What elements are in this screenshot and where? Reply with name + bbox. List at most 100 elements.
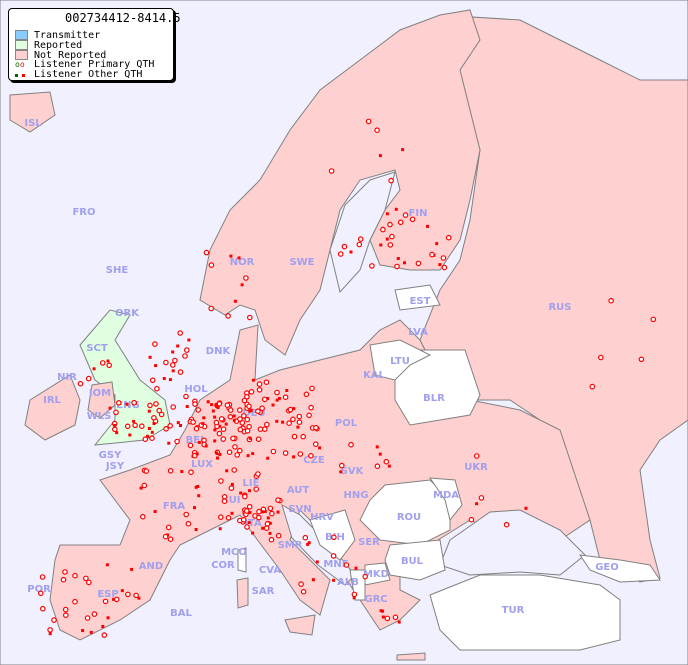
listener-primary-marker	[174, 438, 180, 445]
listener-primary-marker	[255, 514, 262, 521]
sardinia-shape	[236, 577, 249, 609]
listener-other-marker	[268, 531, 272, 535]
listener-primary-marker	[183, 393, 189, 400]
listener-other-marker	[197, 440, 201, 444]
listener-primary-marker	[85, 375, 92, 382]
listener-primary-marker	[383, 458, 390, 465]
country-label-deu: DEU	[242, 408, 265, 419]
listener-primary-marker	[158, 411, 165, 418]
country-label-nor: NOR	[230, 257, 255, 268]
listener-primary-marker	[193, 425, 200, 432]
listener-other-marker	[171, 369, 175, 373]
listener-primary-marker	[39, 574, 46, 580]
listener-primary-marker	[86, 579, 92, 586]
listener-other-marker	[105, 563, 109, 567]
listener-primary-marker	[257, 426, 264, 433]
legend-not-reported: Not Reported	[15, 50, 106, 61]
listener-primary-marker	[237, 447, 243, 454]
listener-primary-marker	[247, 314, 253, 321]
listener-primary-marker	[298, 581, 304, 587]
listener-other-marker	[196, 485, 200, 488]
listener-other-marker	[271, 403, 275, 407]
listener-primary-marker	[151, 414, 157, 421]
country-label-cor: COR	[211, 560, 235, 571]
listener-primary-marker	[203, 249, 210, 256]
listener-other-marker	[230, 511, 234, 515]
country-label-swe: SWE	[289, 257, 314, 268]
listener-other-marker	[193, 506, 196, 510]
country-label-hrv: HRV	[310, 512, 334, 523]
listener-primary-marker	[227, 413, 234, 420]
listener-primary-marker	[167, 536, 174, 543]
country-label-alb: ALB	[337, 577, 359, 588]
listener-primary-marker	[172, 357, 178, 364]
listener-primary-marker	[445, 234, 452, 241]
listener-other-marker	[387, 464, 391, 468]
listener-primary-marker	[185, 520, 192, 527]
country-label-sct: SCT	[86, 343, 108, 354]
listener-primary-marker	[256, 381, 263, 387]
country-label-bel: BEL	[186, 435, 207, 446]
listener-primary-marker	[237, 426, 244, 433]
transmitter-swatch	[15, 30, 28, 40]
country-label-est: EST	[410, 296, 431, 307]
listener-primary-marker	[296, 413, 303, 420]
listener-primary-marker	[102, 598, 109, 605]
listener-primary-marker	[153, 401, 159, 407]
listener-primary-marker	[473, 453, 480, 459]
country-label-mco: MCO	[221, 547, 247, 558]
listener-primary-marker	[221, 493, 228, 500]
listener-primary-marker	[287, 406, 294, 413]
listener-primary-marker	[243, 275, 249, 281]
listener-primary-marker	[244, 428, 251, 434]
country-label-smr: SMR	[278, 540, 303, 551]
listener-other-marker	[354, 566, 358, 570]
listener-primary-marker	[341, 243, 348, 250]
listener-other-marker	[168, 378, 172, 382]
country-labels: ISL FRO SHE ORK NOR SWE FIN RUS EST LVA LTU KAL BLR U…	[24, 118, 618, 619]
listener-primary-marker	[246, 403, 252, 410]
listener-other-marker	[268, 521, 272, 525]
listener-other-marker	[385, 212, 389, 216]
listener-primary-marker	[149, 377, 156, 384]
listener-primary-marker	[183, 511, 190, 518]
country-label-bal: BAL	[170, 608, 192, 619]
listener-other-marker	[213, 428, 217, 432]
listener-primary-marker	[275, 497, 281, 503]
country-label-dnk: DNK	[206, 346, 232, 357]
listener-other-marker	[218, 452, 222, 456]
listener-primary-marker	[302, 534, 309, 541]
country-label-lva: LVA	[408, 327, 428, 338]
listener-primary-marker	[261, 426, 268, 433]
listener-other-marker	[194, 528, 198, 531]
listener-other-marker	[201, 422, 205, 426]
listener-primary-marker	[91, 611, 98, 617]
country-label-lie: LIE	[243, 478, 260, 489]
listener-primary-marker	[244, 393, 250, 400]
listener-other-marker	[106, 616, 110, 620]
country-label-rou: ROU	[397, 512, 421, 523]
listener-other-marker	[106, 359, 110, 363]
listener-primary-marker	[290, 416, 296, 423]
country-label-sar: SAR	[252, 586, 275, 597]
listener-primary-marker	[282, 394, 289, 401]
legend-transmitter: Transmitter	[15, 30, 100, 41]
listener-other-marker	[185, 405, 189, 408]
country-label-svn: SVN	[288, 504, 311, 515]
listener-other-marker	[318, 446, 322, 450]
listener-primary-marker	[228, 485, 235, 491]
listener-other-marker	[218, 527, 222, 531]
listener-primary-marker	[244, 416, 251, 423]
listener-other-marker	[352, 596, 356, 600]
listener-primary-marker	[226, 449, 233, 456]
listener-other-marker	[137, 596, 141, 600]
listener-other-marker	[397, 620, 401, 624]
listener-primary-marker	[131, 399, 137, 406]
listener-other-marker	[92, 367, 96, 371]
listener-other-marker	[150, 430, 154, 434]
listener-other-marker	[115, 431, 119, 435]
listener-primary-marker	[152, 341, 158, 347]
country-label-isl: ISL	[24, 118, 42, 129]
listener-other-marker	[216, 406, 220, 409]
listener-primary-marker	[264, 520, 271, 527]
